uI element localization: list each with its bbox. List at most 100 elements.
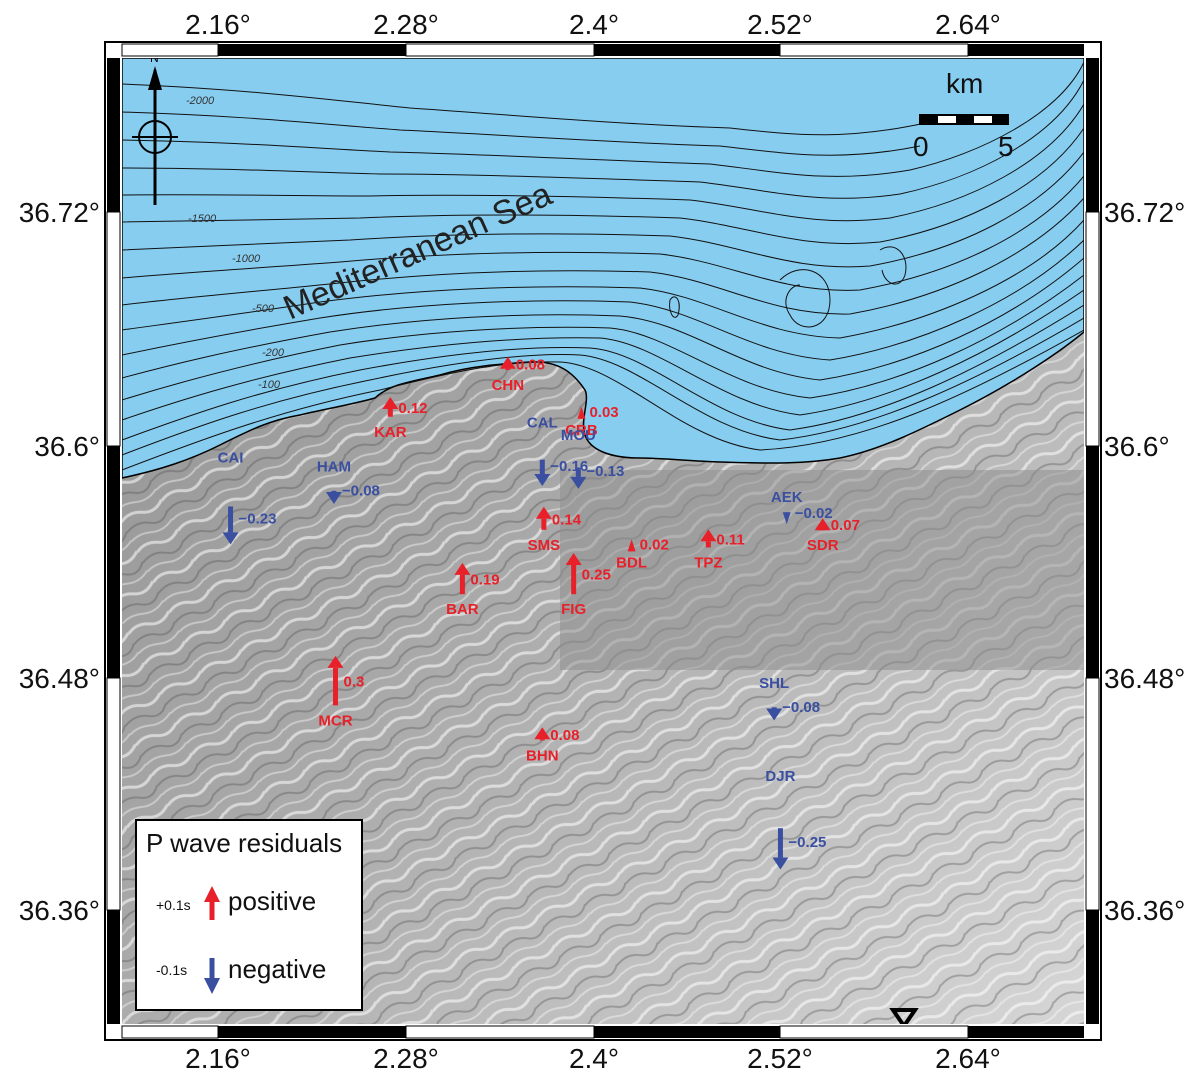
scale-min: 0 xyxy=(913,131,929,162)
station-code: DJR xyxy=(765,768,795,785)
station-residual-value: −0.16 xyxy=(550,458,588,475)
station-chn: CHN 0.08 xyxy=(492,356,545,394)
north-arrow: N xyxy=(132,58,178,205)
station-residual-value: 0.03 xyxy=(589,404,618,421)
station-residual-value: 0.08 xyxy=(516,356,545,373)
station-code: CAL xyxy=(527,414,558,431)
legend-positive-label: positive xyxy=(228,886,316,916)
station-code: BDL xyxy=(616,554,647,571)
down-arrow-icon xyxy=(222,532,239,545)
station-sms: SMS 0.14 xyxy=(528,506,582,554)
station-residual-value: 0.12 xyxy=(398,400,427,417)
depth-label: -1500 xyxy=(188,213,217,225)
station-code: FIG xyxy=(561,601,586,618)
depth-label: -200 xyxy=(262,347,285,359)
up-arrow-icon xyxy=(382,396,399,409)
y-tick-label: 36.72° xyxy=(1104,197,1185,228)
x-tick-label: 2.64° xyxy=(935,1043,1001,1074)
station-residual-value: −0.25 xyxy=(788,834,826,851)
mitidja-plain xyxy=(560,470,1084,670)
depth-label: -2000 xyxy=(186,95,215,107)
station-residual-value: 0.02 xyxy=(640,536,669,553)
up-arrow-icon xyxy=(534,727,551,740)
station-residual-value: 0.3 xyxy=(344,674,365,691)
y-tick-label: 36.48° xyxy=(19,663,100,694)
down-arrow-icon xyxy=(766,708,783,721)
depth-label: -100 xyxy=(258,379,281,391)
station-kar: KAR 0.12 xyxy=(374,396,428,441)
x-tick-label: 2.16° xyxy=(185,9,251,40)
station-bhn: BHN 0.08 xyxy=(526,727,579,765)
station-code: KAR xyxy=(374,424,407,441)
down-arrow-icon xyxy=(325,492,342,505)
y-tick-labels-left: 36.72° 36.6° 36.48° 36.36° xyxy=(19,197,100,926)
y-tick-label: 36.6° xyxy=(34,431,100,462)
up-arrow-icon xyxy=(565,552,582,565)
down-arrow-icon xyxy=(782,512,791,525)
station-mou: MOU −0.13 xyxy=(561,427,624,489)
station-code: TPZ xyxy=(694,554,722,571)
station-bar: BAR 0.19 xyxy=(446,562,500,618)
station-code: AEK xyxy=(771,489,803,506)
x-tick-label: 2.52° xyxy=(747,1043,813,1074)
station-code: SMS xyxy=(528,537,561,554)
station-code: SDR xyxy=(807,537,839,554)
x-tick-label: 2.64° xyxy=(935,9,1001,40)
station-residual-value: −0.08 xyxy=(342,482,380,499)
x-tick-labels-top: 2.16° 2.28° 2.4° 2.52° 2.64° xyxy=(185,9,1001,40)
positive-arrow-icon xyxy=(204,886,220,920)
y-tick-label: 36.36° xyxy=(19,895,100,926)
station-residual-value: 0.19 xyxy=(470,572,499,589)
legend-box xyxy=(135,819,363,1011)
down-arrow-icon xyxy=(570,476,587,489)
x-tick-label: 2.4° xyxy=(569,1043,619,1074)
station-residual-value: −0.02 xyxy=(795,505,833,522)
down-arrow-icon xyxy=(772,857,789,870)
station-cai: CAI −0.23 xyxy=(218,450,277,545)
station-code: BHN xyxy=(526,747,559,764)
station-code: MCR xyxy=(318,712,352,729)
triangle-marker-icon xyxy=(889,1008,919,1024)
scale-unit: km xyxy=(946,68,983,99)
up-arrow-icon xyxy=(535,506,552,519)
station-code: CAI xyxy=(218,450,244,467)
x-tick-label: 2.4° xyxy=(569,9,619,40)
x-tick-label: 2.28° xyxy=(373,1043,439,1074)
depth-label: -500 xyxy=(252,303,275,315)
scale-max: 5 xyxy=(998,131,1014,162)
station-tpz: TPZ 0.11 xyxy=(694,529,745,571)
station-code: BAR xyxy=(446,601,479,618)
station-djr: DJR −0.25 xyxy=(765,768,826,870)
x-tick-label: 2.28° xyxy=(373,9,439,40)
y-tick-labels-right: 36.72° 36.6° 36.48° 36.36° xyxy=(1104,197,1185,926)
up-arrow-icon xyxy=(327,655,344,668)
station-aek: AEK−0.02 xyxy=(771,489,833,525)
y-tick-label: 36.48° xyxy=(1104,663,1185,694)
station-code: MOU xyxy=(561,427,596,444)
station-residual-value: 0.07 xyxy=(831,517,860,534)
station-code: CHN xyxy=(492,377,525,394)
up-arrow-icon xyxy=(700,529,717,542)
x-tick-label: 2.16° xyxy=(185,1043,251,1074)
station-residual-value: 0.25 xyxy=(582,567,611,584)
legend-positive-scale: +0.1s xyxy=(156,897,191,913)
y-tick-label: 36.6° xyxy=(1104,431,1170,462)
station-code: CRB xyxy=(565,422,598,439)
up-arrow-icon xyxy=(814,518,831,531)
north-arrow-head-icon xyxy=(148,66,162,90)
station-sdr: SDR 0.07 xyxy=(807,517,860,554)
bathymetry-contours xyxy=(122,61,1084,471)
station-residual-value: 0.08 xyxy=(550,727,579,744)
up-arrow-icon xyxy=(577,406,586,419)
station-code: HAM xyxy=(317,459,351,476)
y-tick-label: 36.36° xyxy=(1104,895,1185,926)
up-arrow-icon xyxy=(454,562,471,575)
down-arrow-icon xyxy=(534,474,551,487)
y-tick-label: 36.72° xyxy=(19,197,100,228)
legend-negative-label: negative xyxy=(228,954,326,984)
station-residual-value: −0.13 xyxy=(586,463,624,480)
station-shl: SHL −0.08 xyxy=(759,675,820,721)
